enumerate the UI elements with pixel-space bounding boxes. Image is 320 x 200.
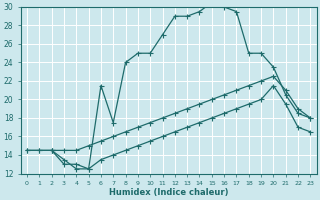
X-axis label: Humidex (Indice chaleur): Humidex (Indice chaleur) [109,188,228,197]
